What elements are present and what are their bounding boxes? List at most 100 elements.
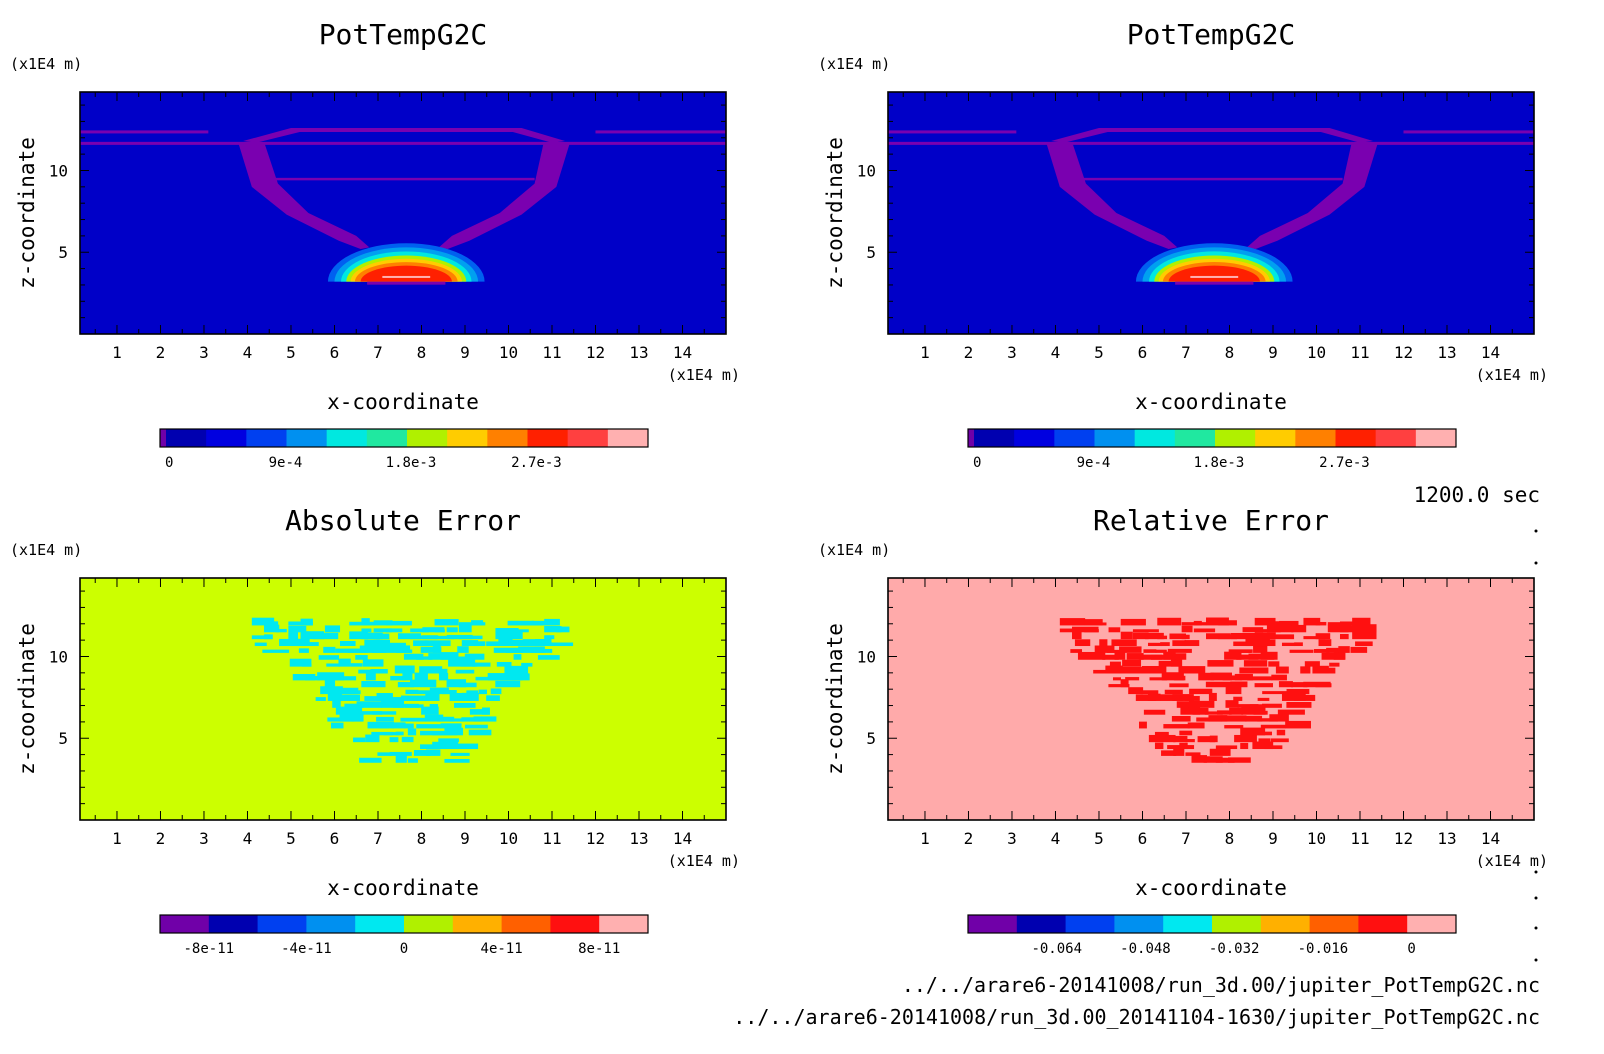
contour-speckle [1355,641,1373,647]
contour-speckle [1225,700,1239,708]
contour-speckle [486,695,500,701]
contour-speckle [1260,724,1286,729]
contour-speckle [1185,752,1201,756]
contour-speckle [1222,675,1243,681]
colorbar: -0.064 -0.048 -0.032 -0.016 0 [967,914,1457,957]
contour-speckle [361,628,372,633]
contour-speckle [1220,715,1247,722]
colorbar-segment [306,915,356,933]
contour-speckle [413,640,428,647]
contour-speckle [1268,661,1280,667]
contour-speckle [434,635,455,640]
contour-speckle [376,693,393,701]
contour-speckle [1084,619,1103,626]
contour-speckle [360,711,383,715]
x-tick-label: 4 [243,829,253,848]
y-axis-ticks [888,104,1534,319]
contour-speckle [1318,639,1332,647]
contour-speckle [420,744,438,750]
contour-speckle [419,666,443,674]
contour-speckle [422,627,445,633]
x-tick-label: 12 [586,829,605,848]
x-tick-label: 8 [417,343,427,362]
contour-speckle [1233,641,1256,647]
z-unit-label: (x1E4 m) [818,541,890,559]
contour-speckle [429,687,449,695]
contour-speckle [519,622,544,626]
contour-speckle [1145,632,1164,640]
contour-speckle [338,658,351,667]
contour-speckle [1167,648,1192,653]
x-tick-label: 4 [1051,829,1061,848]
contour-speckle [449,718,465,722]
panel-title: PotTempG2C [319,18,488,51]
contour-speckle [1278,681,1293,688]
colorbar-tick-label: 2.7e-3 [1319,455,1370,471]
contour-speckle [1251,667,1269,674]
x-tick-label: 9 [1268,829,1278,848]
colorbar-tick-label: 9e-4 [1077,455,1111,471]
x-axis-label: x-coordinate [1135,876,1287,900]
contour-speckle [1143,649,1157,653]
contour-speckle [1154,731,1169,736]
contour-speckle [1106,649,1122,653]
contour-speckle [544,618,560,626]
contour-speckle [254,642,267,647]
panel-3: Absolute Error(x1E4 m)1 2 3 4 5 6 7 8 9 10 11 12 13 1… [10,504,740,957]
contour-speckle [1108,627,1121,633]
contour-speckle [507,629,529,633]
colorbar-segment [1054,429,1095,447]
x-tick-label: 11 [542,343,561,362]
contour-speckle [544,626,562,633]
contour-speckle [364,639,380,647]
contour-base [1175,281,1254,285]
contour-speckle [1205,617,1229,626]
y-tick-label: 10 [857,161,876,180]
contour-speckle [1279,620,1299,626]
contour-speckle [1077,651,1106,660]
contour-speckle [1228,757,1251,763]
z-unit-label: (x1E4 m) [818,55,890,73]
contour-speckle [339,641,356,647]
contour-speckle [1216,710,1232,715]
contour-speckle [356,701,382,708]
x-tick-label: 1 [112,343,122,362]
contour-speckle [383,732,399,736]
contour-speckle [464,653,485,660]
contour-speckle [1315,633,1331,640]
contour-speckle [444,758,470,763]
x-tick-label: 9 [460,343,470,362]
contour-speckle [1126,653,1144,660]
contour-speckle [376,639,391,647]
x-tick-label: 14 [673,829,692,848]
x-tick-label: 9 [460,829,470,848]
contour-speckle [1102,654,1119,660]
contour-speckle [1209,748,1231,756]
colorbar-tick-label: 2.7e-3 [511,455,562,471]
contour-speckle [362,659,384,667]
contour-speckle [400,717,427,722]
contour-speckle [1339,633,1349,640]
x-tick-label: 13 [629,829,648,848]
x-tick-label: 10 [1307,343,1326,362]
contour-speckle [466,690,478,695]
contour-speckle [1193,628,1216,633]
x-tick-label: 3 [1007,829,1017,848]
contour-speckle [425,693,440,701]
contour-speckle [1253,710,1268,715]
panel-1: PotTempG2C(x1E4 m)1 2 3 4 5 6 7 8 9 10 11 12 13 14510… [10,18,740,471]
contour-speckle [405,704,424,708]
contour-speckle [276,628,287,633]
contour-speckle [1119,646,1142,653]
contour-speckle [436,716,455,722]
contour-speckle [495,680,521,688]
contour-speckle [1234,734,1257,743]
contour-speckle [1285,720,1311,729]
contour-speckle [456,743,479,750]
x-tick-label: 3 [1007,343,1017,362]
contour-speckle [385,620,412,626]
contour-speckle [513,654,522,660]
contour-speckle [1315,621,1327,626]
x-tick-label: 11 [1350,343,1369,362]
contour-speckle [380,700,405,708]
